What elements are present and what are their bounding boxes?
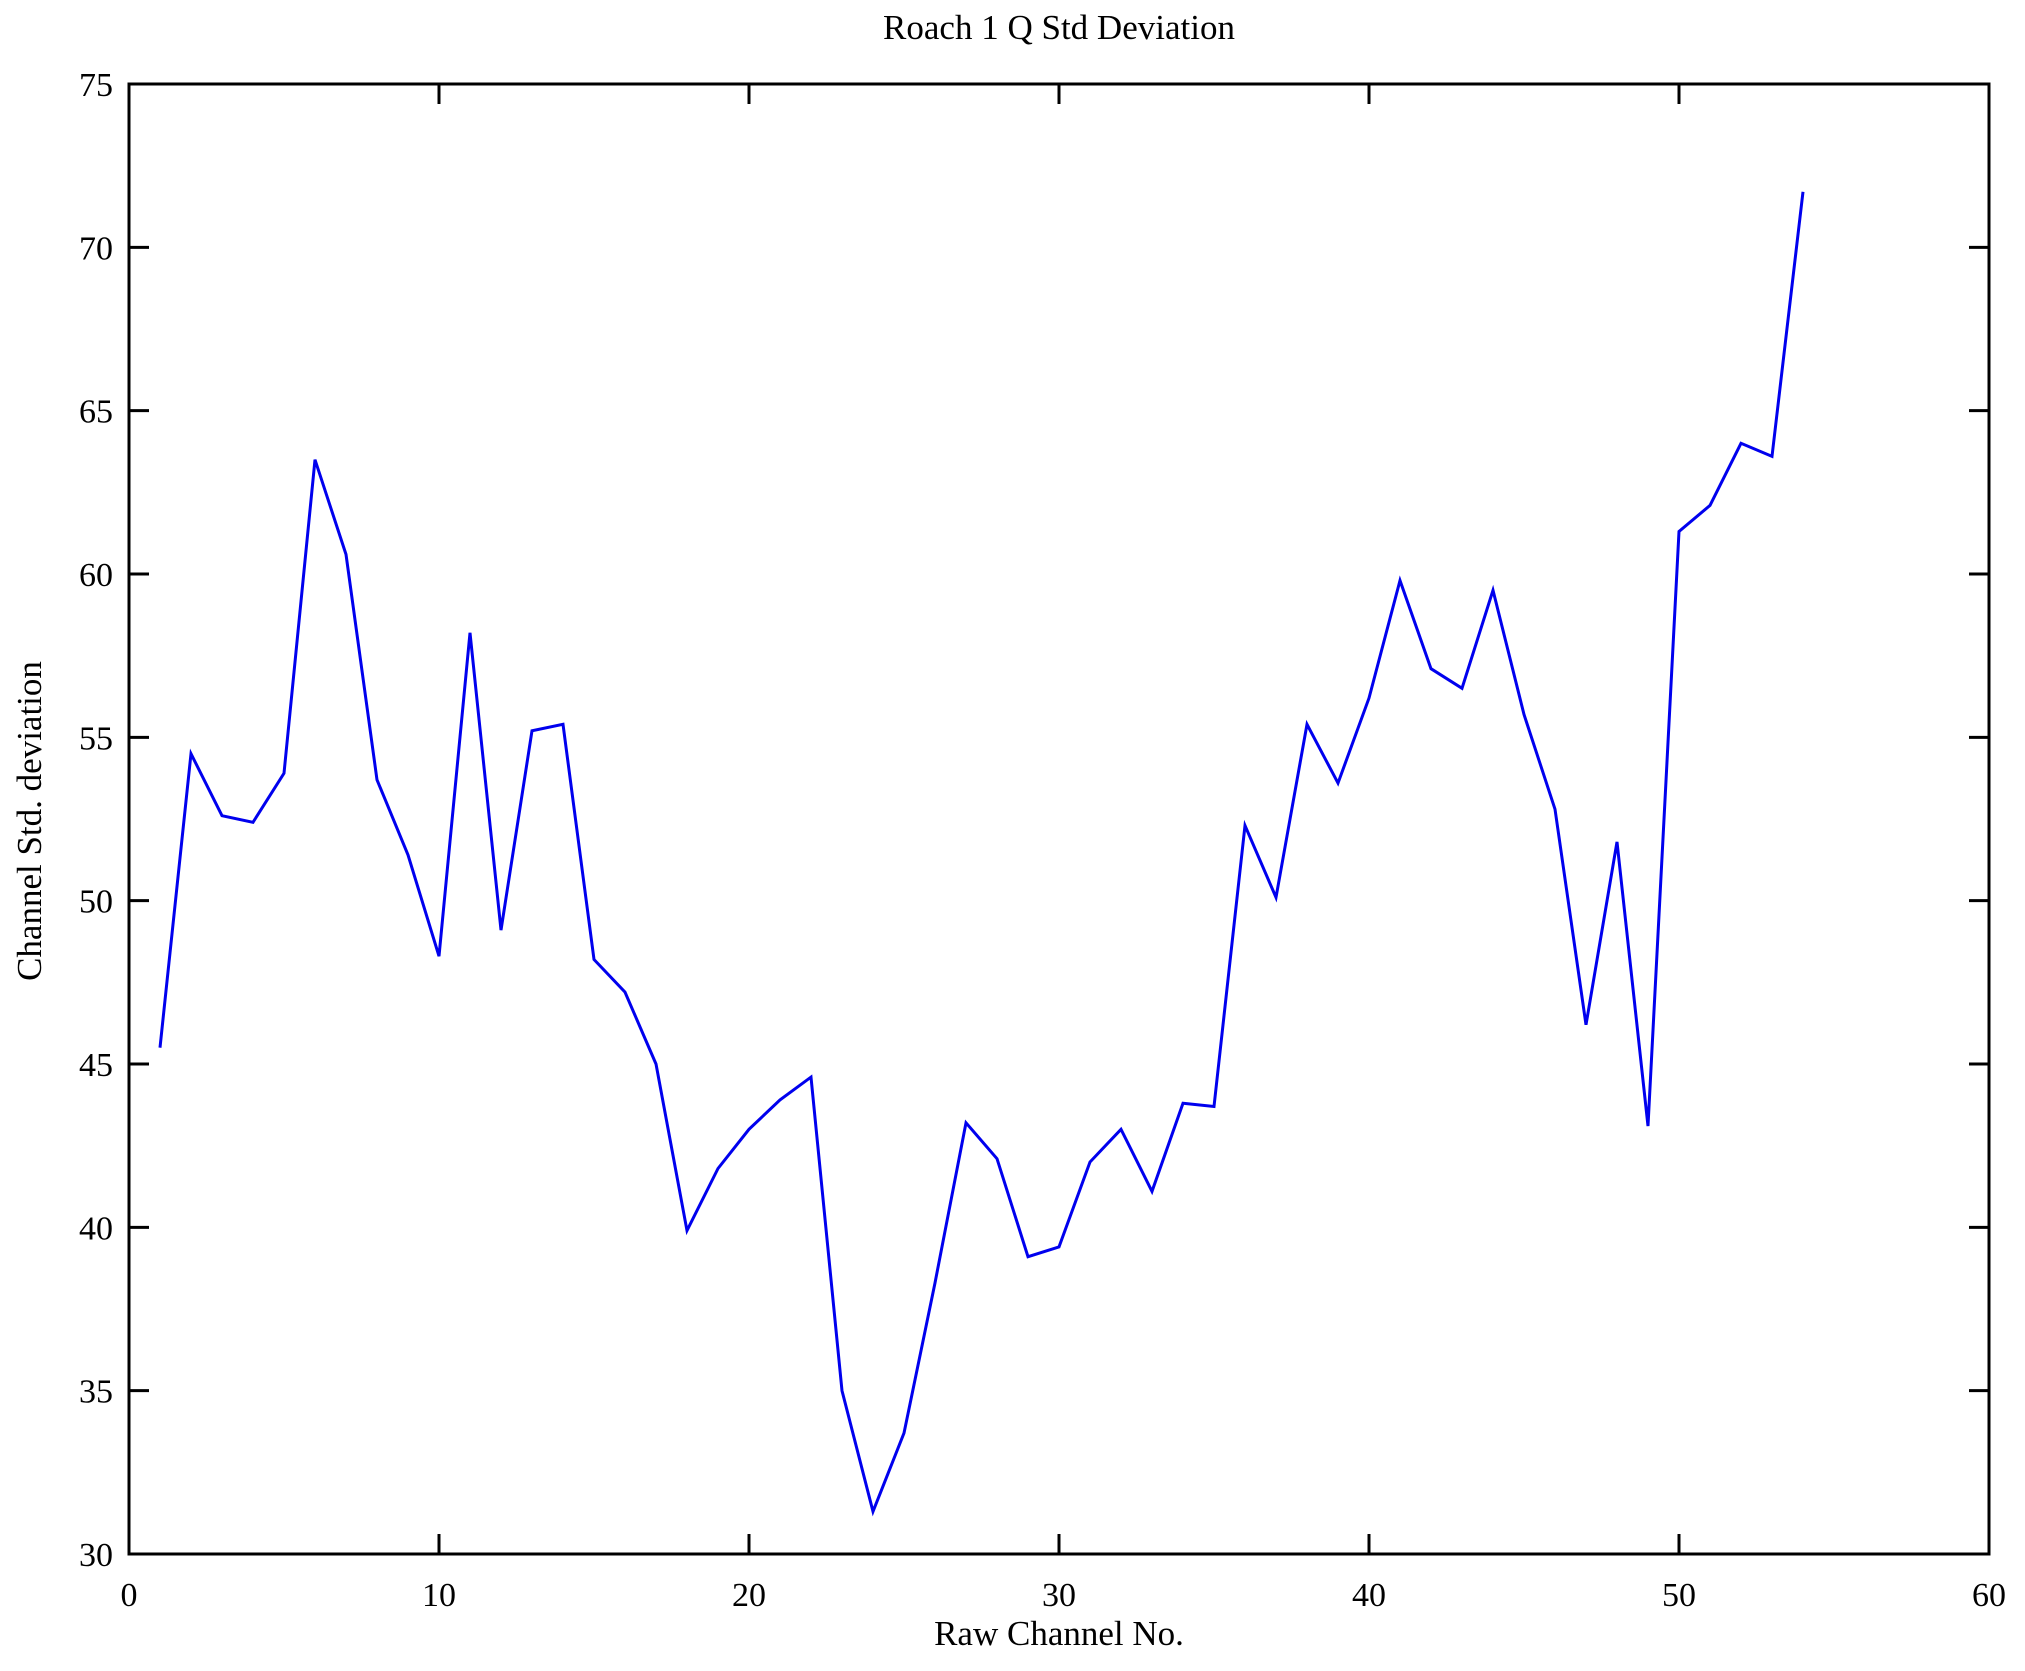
x-tick-label: 60 bbox=[1972, 1577, 2006, 1614]
y-axis-label: Channel Std. deviation bbox=[10, 661, 49, 981]
x-axis-label: Raw Channel No. bbox=[934, 1614, 1184, 1653]
y-tick-label: 55 bbox=[79, 720, 113, 757]
x-tick-label: 50 bbox=[1662, 1577, 1696, 1614]
x-tick-label: 20 bbox=[732, 1577, 766, 1614]
x-tick-label: 0 bbox=[121, 1577, 138, 1614]
data-line bbox=[158, 191, 1805, 1517]
y-tick-label: 70 bbox=[79, 230, 113, 267]
axes-box bbox=[127, 82, 1991, 1556]
y-tick-label: 35 bbox=[79, 1374, 113, 1411]
y-tick-label: 60 bbox=[79, 557, 113, 594]
chart-title: Roach 1 Q Std Deviation bbox=[883, 8, 1235, 47]
y-tick-label: 65 bbox=[79, 394, 113, 431]
y-tick-label: 75 bbox=[79, 67, 113, 104]
y-tick-label: 30 bbox=[79, 1537, 113, 1574]
y-tick-label: 40 bbox=[79, 1210, 113, 1247]
x-tick-label: 10 bbox=[422, 1577, 456, 1614]
y-tick-label: 50 bbox=[79, 884, 113, 921]
y-tick-label: 45 bbox=[79, 1047, 113, 1084]
x-tick-label: 30 bbox=[1042, 1577, 1076, 1614]
x-tick-label: 40 bbox=[1352, 1577, 1386, 1614]
